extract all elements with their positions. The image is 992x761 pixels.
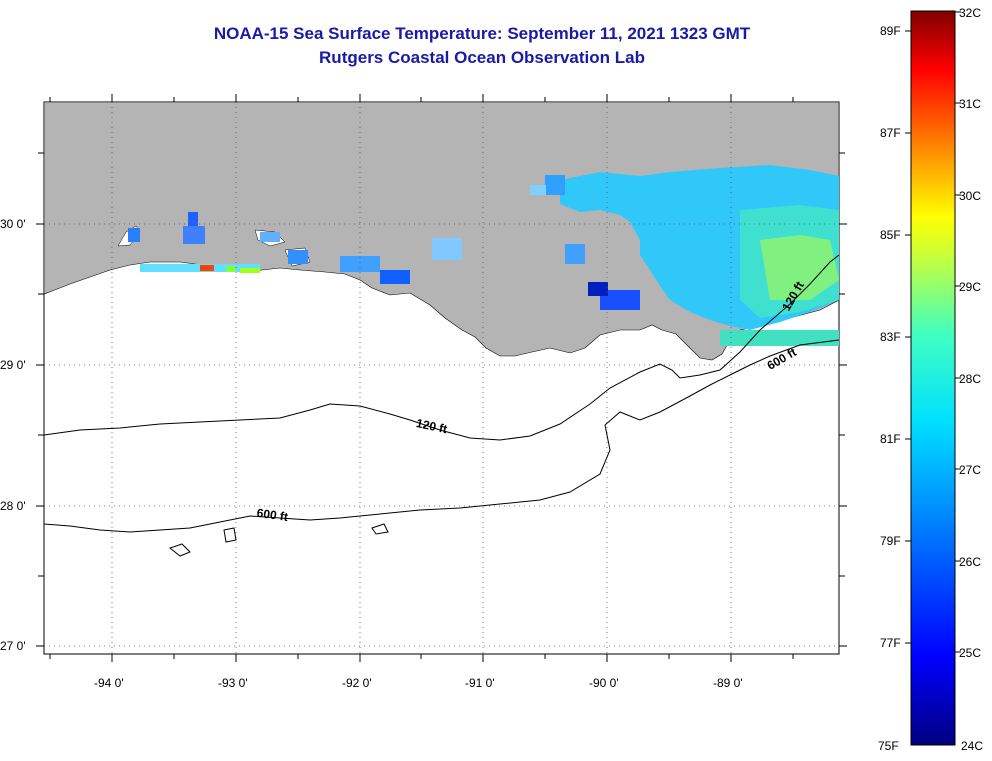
lat-label-2: 29 0' xyxy=(0,358,26,372)
colorbar-f-81: 81F xyxy=(880,432,901,446)
lon-label-3: -92 0' xyxy=(342,676,372,690)
colorbar-ticks xyxy=(905,11,961,653)
contour-120ft-line xyxy=(44,254,839,441)
colorbar-f-83: 83F xyxy=(880,330,901,344)
colorbar xyxy=(910,10,956,746)
lon-label-4: -91 0' xyxy=(465,676,495,690)
colorbar-c-31: 31C xyxy=(959,97,981,111)
colorbar-c-26: 26C xyxy=(959,555,981,569)
land-mass xyxy=(44,102,839,361)
colorbar-c-30: 30C xyxy=(959,189,981,203)
lat-label-3: 28 0' xyxy=(0,499,26,513)
colorbar-c-27: 27C xyxy=(959,463,981,477)
sst-data-west xyxy=(128,212,585,284)
contour-island-3 xyxy=(371,523,389,535)
colorbar-c-29: 29C xyxy=(959,280,981,294)
chart-title: NOAA-15 Sea Surface Temperature: Septemb… xyxy=(213,24,751,43)
colorbar-f-75: 75F xyxy=(878,739,899,753)
frame-ticks xyxy=(36,94,847,662)
contour-label-120ft-1: 120 ft xyxy=(415,416,449,436)
colorbar-f-85: 85F xyxy=(880,228,901,242)
colorbar-f-77: 77F xyxy=(880,636,901,650)
colorbar-c-24: 24C xyxy=(961,739,983,753)
lon-label-2: -93 0' xyxy=(218,676,248,690)
colorbar-f-89: 89F xyxy=(880,24,901,38)
contour-label-600ft-1: 600 ft xyxy=(256,506,289,524)
lat-label-1: 30 0' xyxy=(0,217,26,231)
colorbar-f-79: 79F xyxy=(880,534,901,548)
graticule xyxy=(44,102,839,654)
contour-600ft-line xyxy=(44,339,839,533)
lon-label-5: -90 0' xyxy=(589,676,619,690)
chart-subtitle: Rutgers Coastal Ocean Observation Lab xyxy=(319,48,645,67)
lat-label-4: 27 0' xyxy=(0,639,26,653)
colorbar-c-25: 25C xyxy=(959,646,981,660)
contour-island-2 xyxy=(223,527,237,543)
colorbar-c-32: 32C xyxy=(959,6,981,20)
contour-island-1 xyxy=(168,543,191,557)
colorbar-c-28: 28C xyxy=(959,372,981,386)
sst-data-east xyxy=(530,165,839,346)
colorbar-f-87: 87F xyxy=(880,126,901,140)
lon-label-1: -94 0' xyxy=(94,676,124,690)
lon-label-6: -89 0' xyxy=(713,676,743,690)
